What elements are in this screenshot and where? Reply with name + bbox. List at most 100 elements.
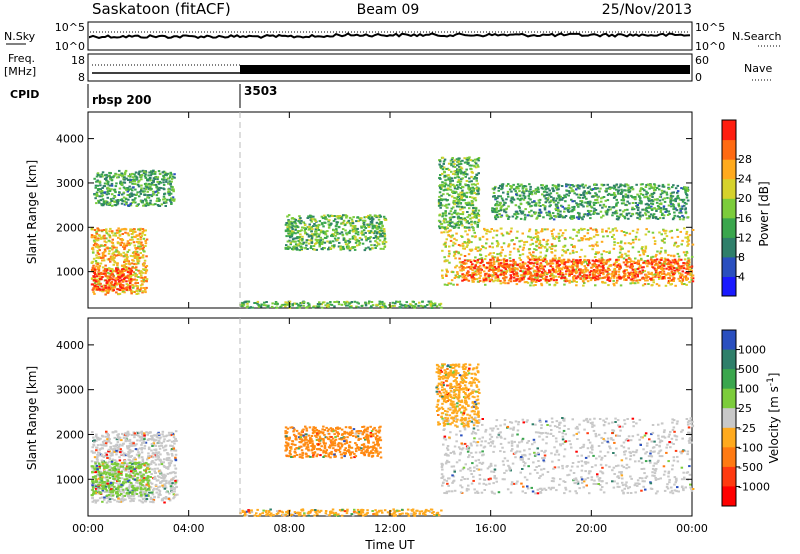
velocity-cbar-seg-7 <box>722 466 736 487</box>
power-cbar-label-6: 28 <box>738 153 752 166</box>
velocity-region-1 <box>90 461 151 497</box>
power-region-4 <box>284 214 388 252</box>
power-cbar-label-4: 20 <box>738 192 752 205</box>
velocity-cbar-seg-3 <box>722 388 736 409</box>
power-cbar-frame <box>721 119 737 297</box>
velocity-ytick-label-3: 4000 <box>56 339 84 352</box>
freq-label-1: Freq. <box>8 52 35 65</box>
power-colorbar: Power [dB] 4 8 12 16 20 24 28 <box>721 119 771 297</box>
velocity-cbar-label-6: -500 <box>738 461 763 474</box>
noise-right-tick-top: 10^5 <box>695 21 725 34</box>
beam-title: Beam 09 <box>357 2 420 18</box>
noise-panel: N.Sky 10^5 10^0 10^5 10^0 N.Search <box>4 21 782 53</box>
velocity-cbar-label-7: -1000 <box>738 480 770 493</box>
nave-tick-bottom: 0 <box>695 71 702 84</box>
velocity-cbar-seg-5 <box>722 427 736 448</box>
noise-left-tick-bottom: 10^0 <box>55 40 85 53</box>
noise-right-label: N.Search <box>732 30 782 43</box>
velocity-cbar-label-3: 25 <box>738 402 752 415</box>
velocity-cbar-seg-2 <box>722 369 736 390</box>
noise-right-tick-bottom: 10^0 <box>695 40 725 53</box>
freq-tick-bottom: 8 <box>78 71 85 84</box>
power-panel: 1000 2000 3000 4000 Slant Range [km] <box>25 111 695 309</box>
power-region-2 <box>93 169 176 207</box>
velocity-region-3 <box>284 425 383 459</box>
power-cbar-seg-1 <box>722 256 736 277</box>
power-region-7 <box>437 156 481 230</box>
velocity-xtick-label-3: 12:00 <box>374 522 406 535</box>
velocity-xtick-label-6: 00:00 <box>676 522 708 535</box>
velocity-xtick-label-5: 20:00 <box>575 522 607 535</box>
velocity-cbar-label-2: 100 <box>738 383 759 396</box>
velocity-cbar-seg-6 <box>722 447 736 468</box>
power-cbar-seg-2 <box>722 237 736 258</box>
velocity-cbar-seg-4 <box>722 408 736 429</box>
velocity-cbar-seg-8 <box>722 486 736 507</box>
power-ytick-label-0: 1000 <box>56 266 84 279</box>
velocity-cbar-frame <box>721 329 737 507</box>
velocity-xtick-label-4: 16:00 <box>475 522 507 535</box>
freq-frame <box>87 53 693 82</box>
freq-tick-top: 18 <box>71 54 85 67</box>
power-ytick-label-3: 4000 <box>56 133 84 146</box>
power-region-3 <box>239 300 443 309</box>
velocity-cbar-seg-1 <box>722 349 736 370</box>
velocity-ytick-label-1: 2000 <box>56 428 84 441</box>
velocity-data <box>90 363 695 517</box>
velocity-colorbar: Velocity [m s-1] 1000 500 100 25 -25 -100 -500… <box>721 329 781 507</box>
nave-tick-top: 60 <box>695 54 709 67</box>
cpid-row: CPID rbsp 200 3503 <box>10 84 277 108</box>
power-cbar-label-1: 8 <box>738 251 745 264</box>
velocity-ytick-label-2: 3000 <box>56 384 84 397</box>
power-ytick-label-1: 2000 <box>56 221 84 234</box>
velocity-cbar-label-0: 1000 <box>738 344 766 357</box>
velocity-frame <box>87 317 693 517</box>
velocity-ytick-label-0: 1000 <box>56 473 84 486</box>
velocity-cbar-label-1: 500 <box>738 363 759 376</box>
velocity-xtick-label-2: 08:00 <box>273 522 305 535</box>
power-cbar-seg-0 <box>722 276 736 297</box>
power-cbar-seg-7 <box>722 139 736 160</box>
power-cbar-seg-8 <box>722 120 736 141</box>
velocity-cbar-seg-0 <box>722 330 736 351</box>
power-region-6 <box>460 258 695 283</box>
velocity-cbar-label-5: -100 <box>738 441 763 454</box>
velocity-region-5 <box>435 363 481 428</box>
power-cbar-label-5: 24 <box>738 173 752 186</box>
velocity-xlabel: Time UT <box>364 538 415 552</box>
power-cbar-seg-3 <box>722 217 736 238</box>
velocity-xtick-label-0: 00:00 <box>72 522 104 535</box>
power-ytick-label-2: 3000 <box>56 177 84 190</box>
freq-nave-dense-block <box>240 65 690 74</box>
power-cbar-seg-6 <box>722 159 736 180</box>
power-cbar-seg-5 <box>722 178 736 199</box>
power-cbar-label-3: 16 <box>738 212 752 225</box>
freq-panel: Freq. [MHz] 18 8 60 0 Nave <box>4 52 772 84</box>
power-cbar-seg-4 <box>722 198 736 219</box>
noise-frame <box>87 21 693 51</box>
station-title: Saskatoon (fitACF) <box>92 0 231 18</box>
power-colorbar-label: Power [dB] <box>757 181 771 246</box>
velocity-panel: 1000 2000 3000 4000 00:00 04:00 08:00 12:00 16:… <box>25 317 708 552</box>
power-ylabel: Slant Range [km] <box>25 160 39 264</box>
cpid-entry-1: 3503 <box>244 84 277 98</box>
velocity-cbar-label-4: -25 <box>738 422 756 435</box>
power-cbar-label-2: 12 <box>738 231 752 244</box>
velocity-xtick-label-1: 04:00 <box>173 522 205 535</box>
power-cbar-label-0: 4 <box>738 270 745 283</box>
power-y-ticks: 1000 2000 3000 4000 <box>56 133 692 279</box>
noise-left-tick-top: 10^5 <box>55 21 85 34</box>
velocity-x-ticks: 00:00 04:00 08:00 12:00 16:00 20:00 00:00 <box>72 318 708 535</box>
noise-left-label: N.Sky <box>4 30 36 43</box>
power-region-8 <box>491 183 690 221</box>
cpid-entry-0: rbsp 200 <box>92 93 151 107</box>
velocity-region-2 <box>239 508 443 517</box>
velocity-region-4 <box>440 416 695 495</box>
power-data <box>90 156 695 309</box>
power-region-1 <box>90 267 134 292</box>
date-title: 25/Nov/2013 <box>602 2 692 18</box>
nave-label: Nave <box>744 62 772 75</box>
freq-label-2: [MHz] <box>4 65 36 78</box>
power-x-ticks <box>87 112 693 308</box>
